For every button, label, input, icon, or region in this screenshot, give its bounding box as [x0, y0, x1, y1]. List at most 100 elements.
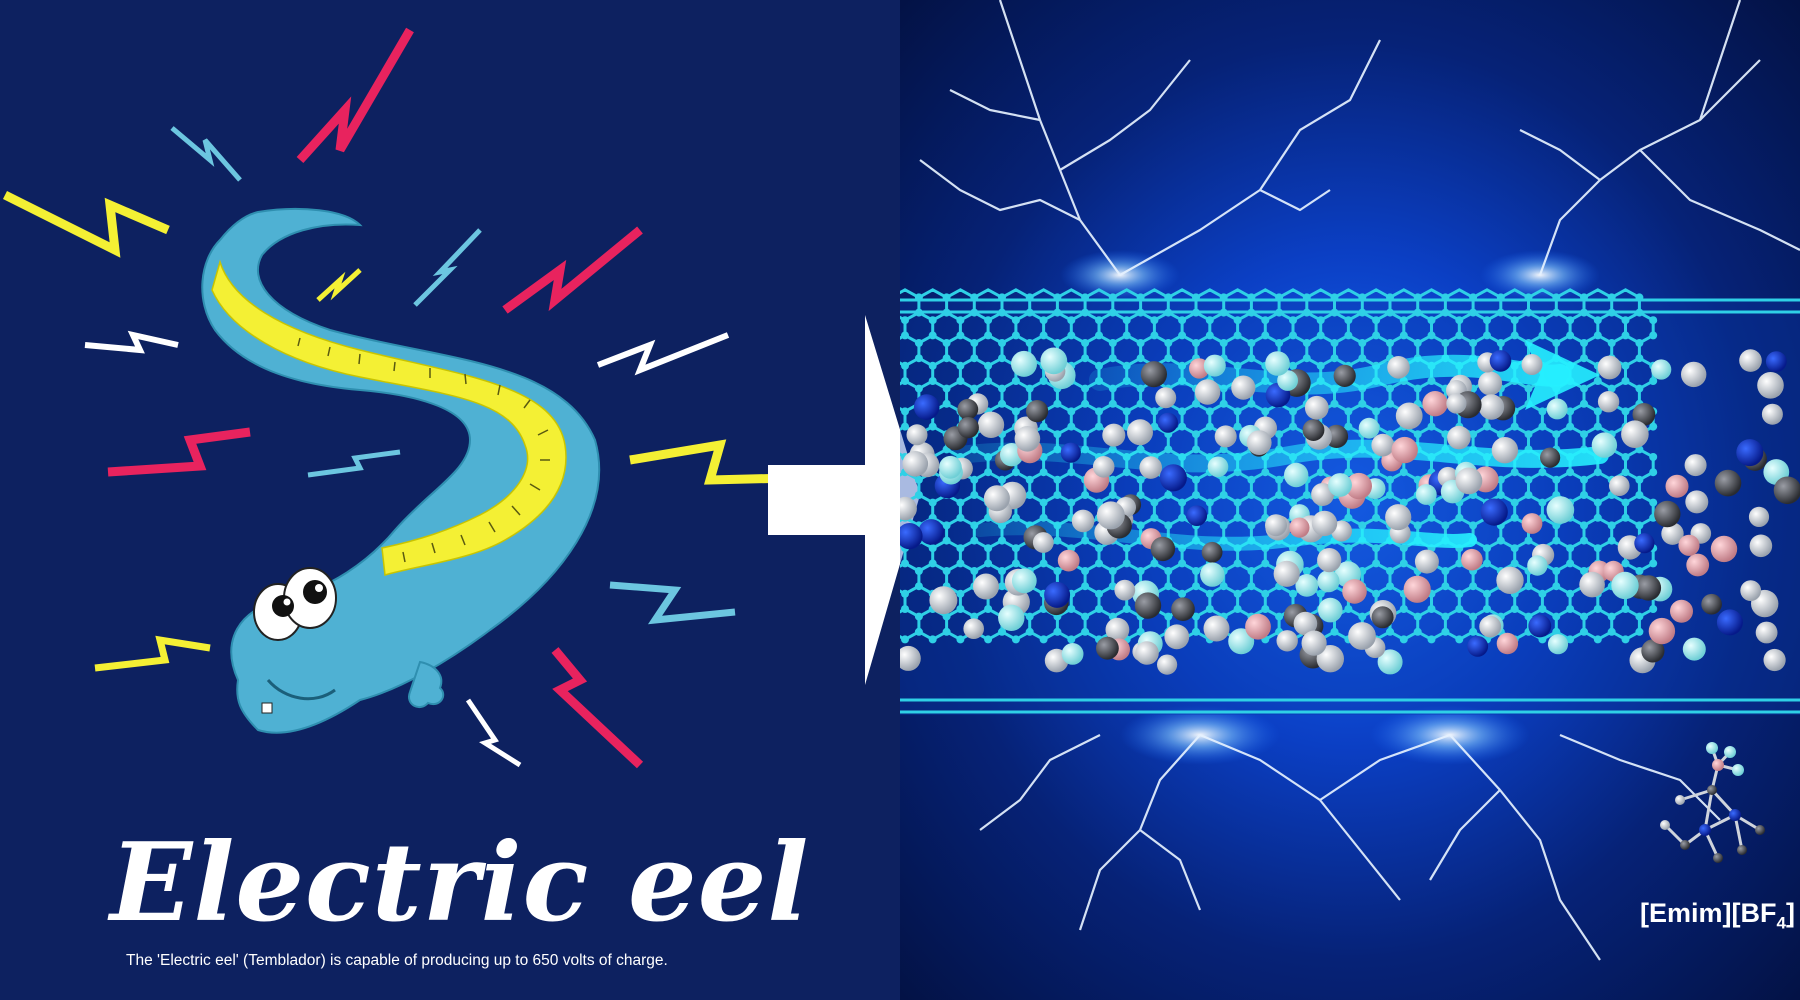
carbon-atom [970, 354, 979, 363]
carbon-atom [1025, 491, 1034, 499]
carbon-atom [1538, 635, 1547, 644]
carbon-atom [928, 635, 937, 644]
lightning-bolt-icon [84, 330, 179, 354]
carbon-atom [1122, 468, 1131, 477]
carbon-atom [1067, 407, 1076, 416]
ion-atom [1391, 436, 1418, 464]
ion-atom [1377, 649, 1403, 675]
carbon-atom [928, 377, 937, 385]
ion-atom [1682, 637, 1706, 661]
carbon-atom [1164, 354, 1173, 363]
ion-atom [1684, 454, 1707, 477]
carbon-atom [1039, 559, 1048, 568]
carbon-atom [1108, 354, 1117, 363]
carbon-atom [956, 331, 965, 340]
anion-label-suffix: ] [1785, 898, 1795, 928]
ion-atom [1155, 387, 1177, 409]
carbon-atom [1316, 589, 1325, 598]
lightning-strands [919, 0, 1800, 961]
carbon-atom [1427, 422, 1436, 431]
carbon-atom [1289, 361, 1297, 370]
ion-atom [1140, 361, 1167, 388]
carbon-atom [1178, 559, 1187, 568]
ion-atom [1011, 568, 1037, 594]
ion-atom [1265, 514, 1287, 537]
ion-atom [1324, 424, 1349, 448]
carbon-atom [1081, 627, 1090, 636]
carbon-atom [1192, 612, 1200, 621]
carbon-atom [1316, 361, 1325, 370]
carbon-atom [914, 582, 923, 591]
carbon-atom [1649, 498, 1658, 507]
carbon-atom [1025, 384, 1034, 393]
carbon-atom [1192, 567, 1200, 575]
ion-atom [1231, 375, 1256, 400]
carbon-atom [1524, 536, 1533, 545]
carbon-atom [1469, 627, 1478, 636]
carbon-atom [1649, 559, 1658, 568]
carbon-atom [984, 361, 993, 370]
carbon-atom [1205, 331, 1214, 340]
carbon-atom [1469, 612, 1478, 621]
anion-label-subscript: 4 [1776, 913, 1786, 933]
ionic-liquid-atoms [900, 347, 1800, 675]
ion-atom [1026, 400, 1049, 423]
carbon-atom [1580, 339, 1588, 347]
carbon-atom [1593, 316, 1602, 325]
carbon-atom [998, 384, 1006, 393]
ion-atom [1385, 504, 1412, 531]
carbon-atom [1399, 498, 1408, 507]
ion-atom [939, 455, 962, 479]
carbon-atom [1095, 361, 1103, 370]
carbon-atom [1635, 384, 1644, 393]
carbon-atom [1067, 498, 1076, 507]
ion-atom [1714, 469, 1742, 497]
lightning-bolt-icon [629, 439, 791, 485]
carbon-atom [1205, 316, 1214, 325]
carbon-atom [1302, 354, 1311, 363]
ion-atom [1186, 505, 1208, 526]
carbon-atom [901, 605, 909, 613]
carbon-atom [998, 399, 1006, 408]
carbon-atom [1455, 635, 1464, 644]
carbon-atom [928, 422, 937, 431]
ion-atom [1032, 532, 1054, 553]
ion-atom [1135, 641, 1159, 665]
ion-atom [1214, 425, 1237, 448]
carbon-atom [1372, 589, 1381, 598]
eel-stripe-ticks [297, 337, 550, 563]
carbon-atom [1219, 399, 1228, 408]
carbon-atom [1011, 331, 1020, 340]
ion-atom [1757, 372, 1784, 399]
carbon-atom [901, 361, 909, 370]
carbon-atom [1233, 316, 1242, 325]
carbon-atom [1289, 589, 1297, 598]
ion-atom [1611, 571, 1639, 600]
carbon-atom [1399, 316, 1408, 325]
carbon-atom [1178, 589, 1187, 598]
carbon-atom [1552, 536, 1561, 545]
carbon-atom [1649, 377, 1658, 385]
carbon-atom [1649, 453, 1658, 461]
carbon-atom [1441, 339, 1450, 347]
carbon-atom [1192, 399, 1200, 408]
carbon-atom [1261, 589, 1270, 598]
carbon-atom [1386, 582, 1394, 591]
ion-atom [1597, 355, 1622, 380]
ion-atom [1478, 394, 1505, 420]
ion-atom [1134, 592, 1162, 619]
carbon-atom [1386, 384, 1394, 393]
carbon-atom [1649, 316, 1658, 325]
carbon-atom [1635, 612, 1644, 621]
carbon-atom [1496, 475, 1505, 484]
carbon-atom [1524, 612, 1533, 621]
carbon-atom [1510, 498, 1519, 507]
emim-bf4-molecule-icon [1660, 742, 1765, 863]
carbon-atom [1067, 331, 1076, 340]
carbon-atom [1136, 339, 1145, 347]
carbon-atom [887, 309, 895, 317]
carbon-atom [1344, 513, 1353, 522]
carbon-atom [1607, 521, 1616, 530]
carbon-atom [998, 475, 1006, 484]
carbon-atom [1496, 536, 1505, 545]
